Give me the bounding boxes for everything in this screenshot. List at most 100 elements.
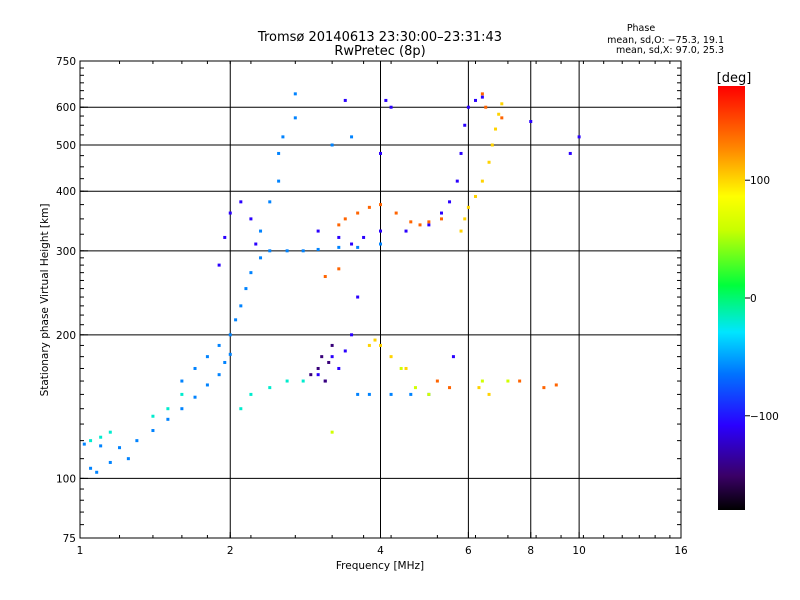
data-point bbox=[389, 105, 393, 109]
data-point bbox=[330, 343, 334, 347]
data-point bbox=[459, 151, 463, 155]
x-tick-label: 16 bbox=[674, 545, 688, 557]
data-point bbox=[379, 151, 382, 155]
data-point bbox=[487, 392, 491, 396]
colorbar-label: [deg] bbox=[717, 71, 752, 86]
y-axis-label: Stationary phase Virtual Height [km] bbox=[39, 204, 51, 397]
data-point bbox=[234, 318, 238, 322]
data-point bbox=[427, 223, 431, 227]
data-point bbox=[285, 249, 289, 253]
data-point bbox=[254, 242, 258, 246]
chart-title: Tromsø 20140613 23:30:00–23:31:43 bbox=[257, 30, 502, 45]
data-point bbox=[180, 392, 184, 396]
data-point bbox=[343, 98, 347, 102]
data-point bbox=[343, 349, 347, 353]
data-point bbox=[367, 392, 371, 396]
data-point bbox=[463, 123, 467, 127]
data-point bbox=[301, 249, 305, 253]
data-point bbox=[451, 355, 455, 359]
data-point bbox=[506, 379, 510, 383]
data-point bbox=[180, 379, 184, 383]
data-point bbox=[316, 229, 320, 233]
x-tick-label: 1 bbox=[77, 545, 84, 557]
data-point bbox=[356, 295, 360, 299]
phase-stats-heading: Phase bbox=[627, 23, 656, 34]
data-point bbox=[427, 220, 431, 224]
data-point bbox=[327, 360, 331, 364]
data-point bbox=[413, 386, 417, 390]
data-point bbox=[497, 112, 501, 116]
data-point bbox=[309, 373, 313, 377]
data-point bbox=[435, 379, 439, 383]
data-point bbox=[135, 439, 139, 443]
x-tick-label: 10 bbox=[572, 545, 585, 557]
data-point bbox=[259, 229, 263, 233]
x-tick-label: 6 bbox=[465, 545, 472, 557]
data-point bbox=[389, 355, 393, 359]
data-point bbox=[440, 217, 444, 221]
data-point bbox=[205, 383, 209, 387]
data-point bbox=[268, 386, 272, 390]
data-point bbox=[249, 271, 253, 275]
y-tick-label: 75 bbox=[63, 533, 76, 545]
x-axis-ticks: 1 2 4 6 8 10 16 bbox=[77, 61, 688, 557]
data-point bbox=[320, 355, 324, 359]
data-point bbox=[529, 120, 533, 124]
data-point bbox=[490, 143, 494, 147]
data-point bbox=[228, 352, 232, 356]
data-point bbox=[568, 151, 572, 155]
data-point bbox=[373, 338, 377, 342]
data-point bbox=[337, 223, 341, 227]
data-point bbox=[404, 229, 408, 233]
data-point bbox=[249, 392, 253, 396]
data-point bbox=[500, 116, 504, 120]
colorbar-tick-label: 100 bbox=[750, 175, 770, 187]
data-point bbox=[427, 392, 431, 396]
data-point bbox=[108, 460, 112, 464]
phase-stats-x: mean, sd,X: 97.0, 25.3 bbox=[616, 45, 724, 56]
y-tick-label: 500 bbox=[56, 140, 76, 152]
data-points bbox=[82, 92, 581, 474]
data-point bbox=[448, 386, 452, 390]
data-point bbox=[389, 392, 393, 396]
data-point bbox=[484, 105, 488, 109]
data-point bbox=[316, 247, 320, 251]
y-tick-label: 600 bbox=[56, 102, 76, 114]
phase-stats-o: mean, sd,O: −75.3, 19.1 bbox=[607, 35, 724, 46]
data-point bbox=[223, 360, 227, 364]
data-point bbox=[518, 379, 522, 383]
data-point bbox=[268, 249, 272, 253]
data-point bbox=[151, 429, 155, 433]
data-point bbox=[239, 200, 243, 204]
data-point bbox=[473, 194, 477, 198]
data-point bbox=[480, 379, 484, 383]
data-point bbox=[193, 366, 197, 370]
data-point bbox=[277, 179, 281, 183]
data-point bbox=[99, 444, 103, 448]
data-point bbox=[151, 414, 155, 418]
colorbar-tick-label: −100 bbox=[750, 411, 779, 423]
data-point bbox=[379, 343, 382, 347]
data-point bbox=[330, 143, 334, 147]
data-point bbox=[350, 333, 354, 337]
data-point bbox=[480, 92, 484, 96]
data-point bbox=[554, 383, 558, 387]
data-point bbox=[473, 98, 477, 102]
colorbar-tick-label: 0 bbox=[750, 293, 757, 305]
data-point bbox=[217, 343, 221, 347]
data-point bbox=[337, 267, 341, 271]
data-point bbox=[205, 355, 209, 359]
data-point bbox=[487, 160, 491, 164]
data-point bbox=[228, 333, 232, 337]
data-point bbox=[394, 211, 398, 215]
colorbar bbox=[718, 86, 745, 510]
data-point bbox=[126, 457, 130, 461]
data-point bbox=[466, 105, 470, 109]
data-point bbox=[95, 470, 99, 474]
y-tick-label: 400 bbox=[56, 186, 76, 198]
data-point bbox=[367, 343, 371, 347]
data-point bbox=[463, 217, 467, 221]
data-point bbox=[337, 366, 341, 370]
data-point bbox=[500, 102, 504, 106]
data-point bbox=[409, 392, 413, 396]
